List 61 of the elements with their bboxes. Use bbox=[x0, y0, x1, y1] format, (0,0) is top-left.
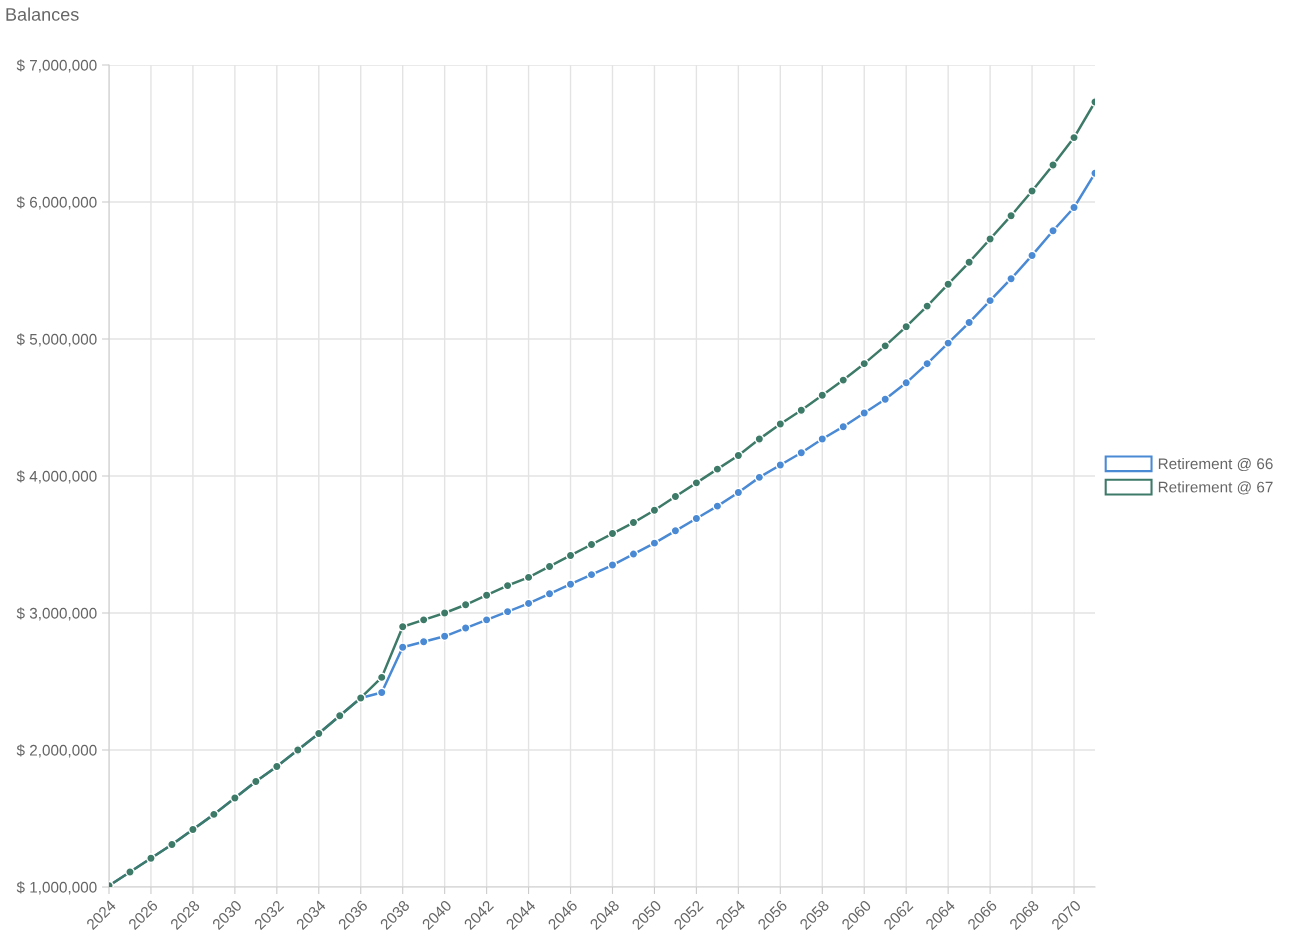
point bbox=[943, 338, 954, 348]
point bbox=[376, 672, 387, 683]
point bbox=[775, 419, 786, 429]
point bbox=[460, 599, 471, 610]
point bbox=[649, 538, 660, 548]
point bbox=[1069, 132, 1079, 143]
y-tick-label: $ 7,000,000 bbox=[16, 59, 97, 73]
point bbox=[481, 590, 492, 601]
legend-label: Retirement @ 66 bbox=[1158, 457, 1273, 472]
point bbox=[985, 295, 995, 306]
chart-title: Balances bbox=[6, 7, 79, 21]
point bbox=[859, 358, 870, 369]
point bbox=[691, 477, 702, 488]
point bbox=[985, 234, 995, 244]
point bbox=[712, 464, 723, 475]
y-tick-label: $ 5,000,000 bbox=[16, 333, 97, 347]
point bbox=[1048, 225, 1058, 236]
point bbox=[691, 513, 702, 524]
point bbox=[1069, 202, 1079, 213]
point bbox=[754, 434, 765, 444]
point bbox=[523, 572, 534, 583]
y-tick-label: $ 2,000,000 bbox=[16, 744, 97, 758]
point bbox=[796, 405, 807, 416]
point bbox=[859, 408, 870, 418]
y-tick-label: $ 6,000,000 bbox=[16, 196, 97, 210]
point bbox=[712, 501, 723, 512]
point bbox=[628, 549, 639, 559]
point bbox=[733, 450, 744, 461]
point bbox=[523, 598, 534, 609]
point bbox=[901, 321, 912, 332]
point bbox=[565, 579, 576, 590]
point bbox=[838, 375, 849, 385]
point bbox=[922, 301, 933, 311]
y-tick-label: $ 1,000,000 bbox=[16, 881, 97, 895]
y-tick-label: $ 3,000,000 bbox=[16, 607, 97, 621]
point bbox=[1027, 250, 1037, 261]
point bbox=[649, 505, 660, 516]
point bbox=[1006, 210, 1016, 221]
point bbox=[418, 636, 429, 647]
point bbox=[607, 528, 618, 539]
point bbox=[817, 434, 828, 444]
point bbox=[1048, 160, 1058, 170]
point bbox=[922, 358, 933, 369]
point bbox=[733, 487, 744, 498]
y-tick-label: $ 4,000,000 bbox=[16, 470, 97, 484]
point bbox=[964, 317, 974, 328]
point bbox=[1006, 273, 1016, 284]
point bbox=[775, 460, 786, 470]
point bbox=[817, 390, 828, 401]
point bbox=[880, 394, 891, 405]
point bbox=[481, 614, 492, 625]
point bbox=[439, 608, 450, 618]
point bbox=[943, 279, 954, 290]
point bbox=[607, 560, 618, 570]
point bbox=[439, 631, 450, 642]
point bbox=[460, 623, 471, 633]
point bbox=[901, 377, 912, 388]
legend-label: Retirement @ 67 bbox=[1158, 481, 1273, 495]
point bbox=[565, 550, 576, 561]
point bbox=[1027, 186, 1037, 196]
point bbox=[964, 257, 974, 268]
